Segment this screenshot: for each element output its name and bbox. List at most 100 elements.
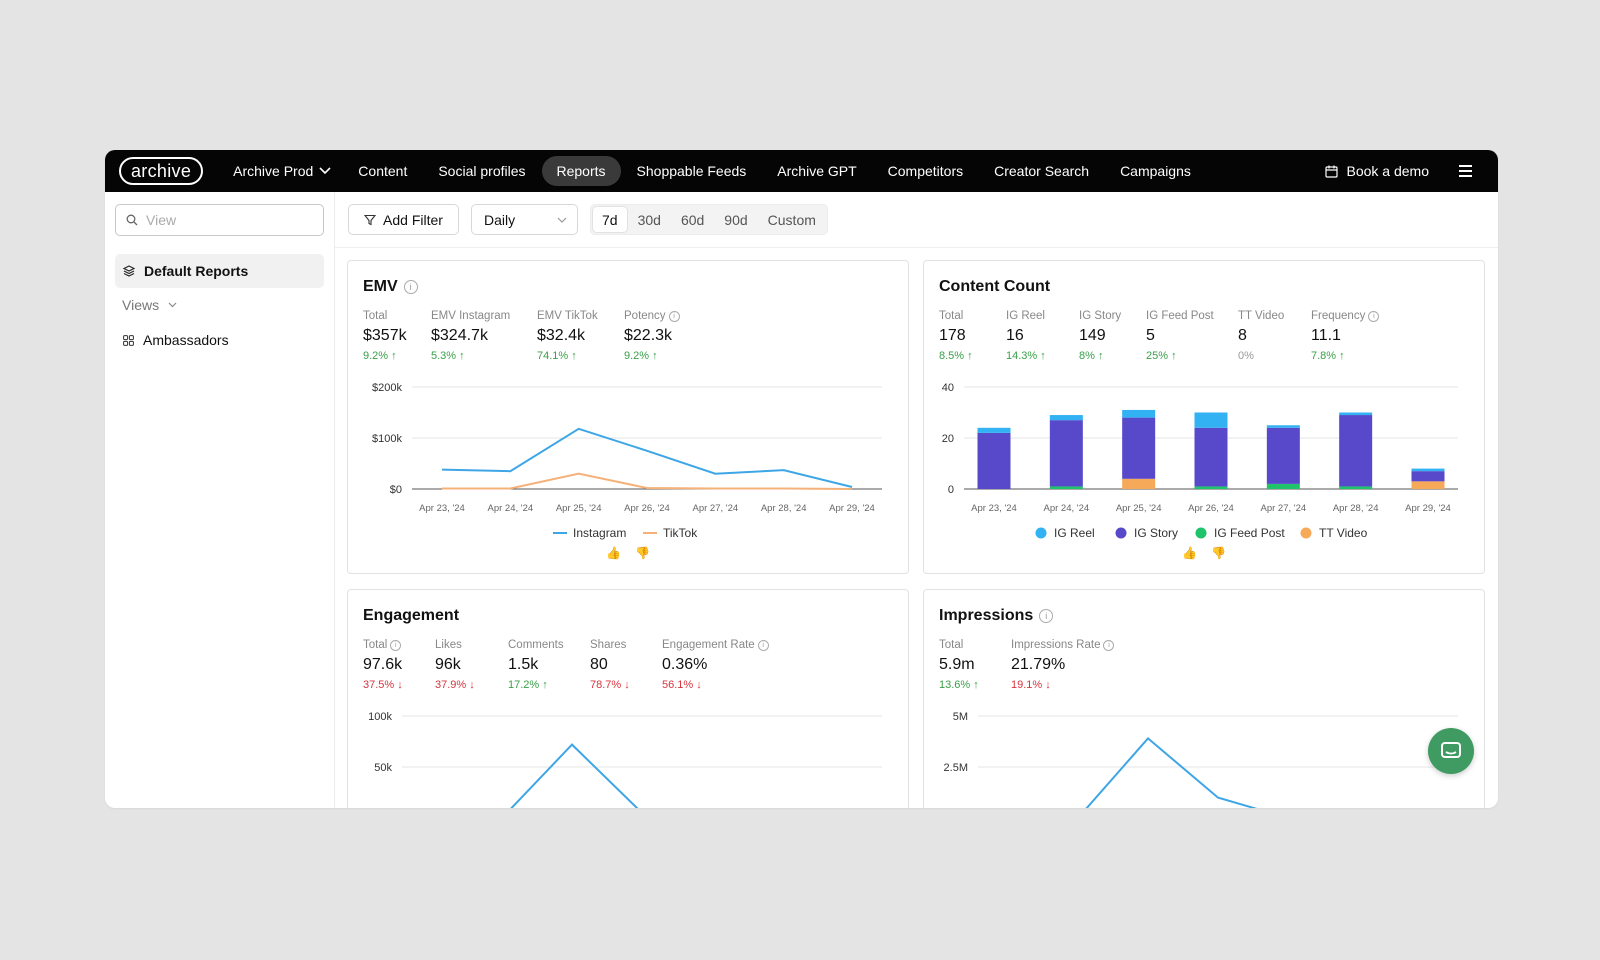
book-demo-button[interactable]: Book a demo xyxy=(1324,163,1429,179)
metric-value: 149 xyxy=(1079,327,1106,344)
metric-value: 16 xyxy=(1006,327,1024,344)
metric-change: 7.8% ↑ xyxy=(1311,350,1345,362)
feedback: 👍 👎 xyxy=(1182,546,1226,560)
range-custom[interactable]: Custom xyxy=(767,211,816,228)
nav-creator-search[interactable]: Creator Search xyxy=(994,163,1090,179)
legend-label: Instagram xyxy=(573,526,626,540)
metric-value: 1.5k xyxy=(508,656,539,673)
bar-segment xyxy=(1339,412,1373,416)
nav-competitors[interactable]: Competitors xyxy=(887,163,964,179)
info-icon[interactable]: i xyxy=(1039,609,1054,623)
impressions-card: Impressions i Total 5.9m 13.6% ↑ Impress… xyxy=(923,589,1485,808)
nav-reports[interactable]: Reports xyxy=(541,156,621,186)
date-range-selector: 7d 30d 60d 90d Custom xyxy=(590,204,828,235)
engagement-card: Engagement Total i 97.6k 37.5% ↓ Likes 96… xyxy=(347,589,909,808)
metric-value: 96k xyxy=(435,656,461,673)
y-tick-label: 50k xyxy=(374,762,392,774)
metric: Total 5.9m 13.6% ↑ xyxy=(939,639,979,691)
metric-label: Total xyxy=(939,639,964,651)
bar-segment xyxy=(1049,415,1083,421)
range-60d[interactable]: 60d xyxy=(680,211,705,228)
nav-shoppable-feeds[interactable]: Shoppable Feeds xyxy=(636,163,747,179)
x-tick-label: Apr 26, '24 xyxy=(624,503,670,514)
bar-segment xyxy=(1122,478,1156,489)
metric-change: 9.2% ↑ xyxy=(624,350,658,362)
view-search-input[interactable] xyxy=(146,212,306,228)
org-switcher[interactable]: Archive Prod xyxy=(233,156,331,186)
metric: Comments 1.5k 17.2% ↑ xyxy=(508,639,564,691)
metric: Total i 97.6k 37.5% ↓ xyxy=(363,639,403,691)
add-filter-label: Add Filter xyxy=(383,211,443,228)
bar-segment xyxy=(1339,415,1373,487)
y-tick-label: 2.5M xyxy=(944,762,968,774)
top-nav: archive Archive Prod Content Social prof… xyxy=(105,150,1498,192)
bar-segment xyxy=(977,432,1011,489)
metric-value: $324.7k xyxy=(431,327,488,344)
card-title-text: Impressions xyxy=(939,607,1034,624)
metric-label: IG Story xyxy=(1079,310,1122,322)
metric-change: 78.7% ↓ xyxy=(590,679,630,691)
metric-change: 0% xyxy=(1238,350,1254,362)
metric-value: $357k xyxy=(363,327,407,344)
legend-label: IG Story xyxy=(1134,526,1178,540)
x-tick-label: Apr 24, '24 xyxy=(1044,503,1090,514)
y-tick-label: 100k xyxy=(368,711,392,723)
info-icon[interactable]: i xyxy=(1368,310,1380,322)
info-icon[interactable]: i xyxy=(668,310,680,322)
nav-campaigns[interactable]: Campaigns xyxy=(1120,163,1191,179)
metric-change: 19.1% ↓ xyxy=(1011,679,1051,691)
content-count-bar-chart: 0 20 40 Apr 23, '24 Apr 24, '24 Apr 25, '24 Ap… xyxy=(942,382,1458,540)
metric: IG Feed Post 5 25% ↑ xyxy=(1146,310,1214,362)
views-toggle[interactable]: Views xyxy=(122,297,177,313)
metric: Shares 80 78.7% ↓ xyxy=(590,639,630,691)
metric-change: 37.9% ↓ xyxy=(435,679,475,691)
sidebar: Default Reports Views Ambassadors xyxy=(105,192,335,808)
bar-segment xyxy=(1411,481,1445,489)
legend-swatch xyxy=(1195,527,1207,539)
bar-segment xyxy=(1049,420,1083,487)
nav-archive-gpt[interactable]: Archive GPT xyxy=(777,163,857,179)
info-icon[interactable]: i xyxy=(390,639,402,651)
x-tick-label: Apr 28, '24 xyxy=(1333,503,1379,514)
bar-segment xyxy=(1194,427,1228,487)
range-90d[interactable]: 90d xyxy=(724,211,748,228)
bar-segment xyxy=(1122,409,1156,418)
nav-social-profiles[interactable]: Social profiles xyxy=(438,163,526,179)
metric-change: 56.1% ↓ xyxy=(662,679,702,691)
metric-change: 9.2% ↑ xyxy=(363,350,397,362)
bar-segment xyxy=(1339,486,1373,489)
granularity-select[interactable]: Daily xyxy=(471,204,578,235)
metric-label: Total xyxy=(363,310,388,322)
legend-swatch xyxy=(1035,527,1047,539)
metric-label: EMV Instagram xyxy=(431,310,511,322)
range-30d[interactable]: 30d xyxy=(637,211,661,228)
metric-value: 5.9m xyxy=(939,656,975,673)
y-tick-label: 0 xyxy=(948,484,954,496)
metric-label: Total xyxy=(939,310,964,322)
y-tick-label: 40 xyxy=(942,382,954,394)
thumbs-up-icon[interactable]: 👍 xyxy=(1182,546,1197,560)
series-line xyxy=(441,427,853,488)
sidebar-item-default-reports[interactable]: Default Reports xyxy=(115,254,324,288)
thumbs-up-icon[interactable]: 👍 xyxy=(606,546,621,560)
thumbs-down-icon[interactable]: 👎 xyxy=(1210,546,1226,560)
range-7d[interactable]: 7d xyxy=(593,207,627,232)
bar-segment xyxy=(1411,468,1445,472)
nav-content[interactable]: Content xyxy=(358,163,408,179)
info-icon[interactable]: i xyxy=(403,280,418,294)
info-icon[interactable]: i xyxy=(1103,639,1115,651)
hamburger-menu-icon[interactable] xyxy=(1459,165,1472,177)
views-label: Views xyxy=(122,297,160,313)
archive-logo[interactable]: archive xyxy=(119,157,204,185)
chat-button[interactable] xyxy=(1428,728,1474,774)
impressions-title: Impressions i xyxy=(939,607,1054,625)
sidebar-item-ambassadors[interactable]: Ambassadors xyxy=(115,323,324,357)
metric: Total 178 8.5% ↑ xyxy=(939,310,973,362)
layers-icon xyxy=(123,265,135,277)
add-filter-button[interactable]: Add Filter xyxy=(348,204,459,235)
info-icon[interactable]: i xyxy=(757,639,769,651)
chat-icon xyxy=(1441,742,1461,758)
card-title-text: EMV xyxy=(363,278,398,295)
thumbs-down-icon[interactable]: 👎 xyxy=(634,546,650,560)
engagement-title: Engagement xyxy=(363,607,459,625)
